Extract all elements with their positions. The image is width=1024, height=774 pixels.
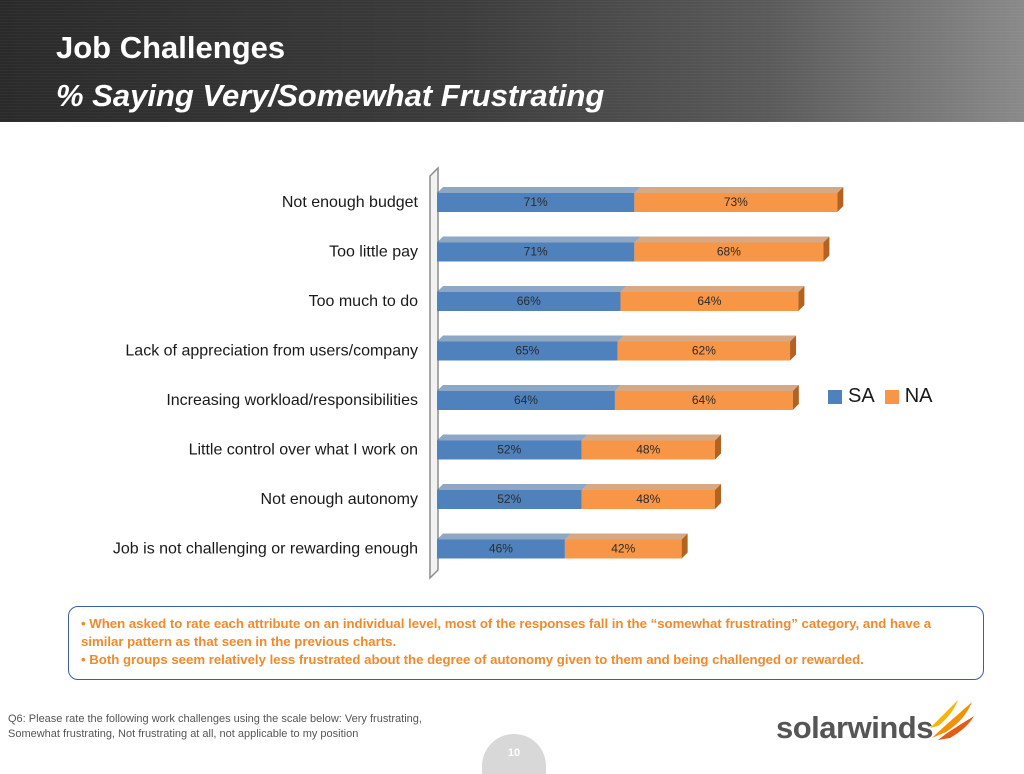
legend-item-na: NA [884,385,933,408]
title-banner: Job Challenges % Saying Very/Somewhat Fr… [0,0,1024,122]
bar-side-face [681,533,688,559]
category-label: Lack of appreciation from users/company [125,343,418,360]
legend-label-sa: SA [848,385,875,407]
bar-top-na [620,286,805,292]
data-label-sa: 46% [489,542,513,556]
category-label: Not enough budget [282,194,419,211]
bar-na [614,391,793,410]
bar-top-sa [437,187,641,193]
insight-bullet-1: • When asked to rate each attribute on a… [81,616,932,649]
category-label: Increasing workload/responsibilities [166,392,418,409]
bar-top-sa [437,434,588,441]
bar-top-sa [437,236,641,243]
bar-na [634,242,824,262]
data-label-na: 48% [636,492,660,506]
chart-legend: SA NA [828,385,942,408]
stacked-bar-chart: Not enough budget 71% 73% Too little pay 71%… [113,166,844,580]
bar-na [581,490,715,509]
slide-title: Job Challenges [56,30,286,65]
axis-wall [429,166,439,580]
bar-top-na [581,434,721,441]
bar-na [620,292,799,311]
bar-top-na [634,187,844,193]
bar-sa [437,440,582,460]
bar-sa [437,341,618,361]
insight-bullet-2: • Both groups seem relatively less frust… [81,652,864,667]
bar-top-sa [437,286,627,292]
data-label-na: 64% [697,294,721,308]
bar-side-face [798,286,805,311]
bar-sa [437,539,565,559]
bar-side-face [792,385,799,410]
page-number: 10 [482,734,546,774]
category-label: Job is not challenging or rewarding enou… [113,541,418,558]
data-label-sa: 52% [497,492,521,506]
bar-side-face [715,484,721,509]
legend-swatch-na [884,389,899,404]
data-label-sa: 71% [524,245,548,259]
data-label-na: 73% [724,195,748,209]
data-label-na: 48% [636,443,660,457]
bar-top-sa [437,335,624,342]
data-label-sa: 66% [517,294,541,308]
survey-question-footnote: Q6: Please rate the following work chall… [8,713,422,740]
bar-na [634,193,838,212]
bar-top-sa [437,533,571,540]
slide-subtitle: % Saying Very/Somewhat Frustrating [56,78,605,113]
legend-item-sa: SA [828,385,875,408]
data-label-sa: 52% [497,443,521,457]
bar-top-na [617,335,797,342]
data-label-sa: 64% [514,393,538,407]
bar-sa [437,193,635,212]
bar-side-face [790,335,797,361]
bar-na [617,341,791,361]
bar-side-face [715,434,721,460]
bar-side-face [837,187,844,212]
bar-na [564,539,682,559]
bar-side-face [823,236,830,262]
bar-sa [437,242,635,262]
legend-swatch-sa [828,389,842,404]
category-label: Too little pay [329,244,418,261]
legend-label-na: NA [904,385,933,407]
bar-top-sa [437,484,588,490]
bar-na [581,440,715,460]
flame-logo-icon [930,700,974,740]
bar-sa [437,292,621,311]
data-label-sa: 71% [524,195,548,209]
solarwinds-logo: solarwinds [776,710,933,745]
data-label-na: 42% [611,542,635,556]
banner-texture [0,0,1024,122]
category-label: Not enough autonomy [261,491,418,508]
bar-sa [437,490,582,509]
data-label-sa: 65% [515,344,539,358]
bar-top-na [634,236,830,243]
bar-top-na [564,533,688,540]
category-label: Little control over what I work on [189,442,418,459]
insight-callout: • When asked to rate each attribute on a… [68,606,984,680]
data-label-na: 68% [717,245,741,259]
bar-top-na [614,385,799,391]
bar-top-na [581,484,721,490]
bar-sa [437,391,615,410]
bar-top-sa [437,385,621,391]
category-label: Too much to do [309,293,419,310]
data-label-na: 62% [692,344,716,358]
data-label-na: 64% [692,393,716,407]
